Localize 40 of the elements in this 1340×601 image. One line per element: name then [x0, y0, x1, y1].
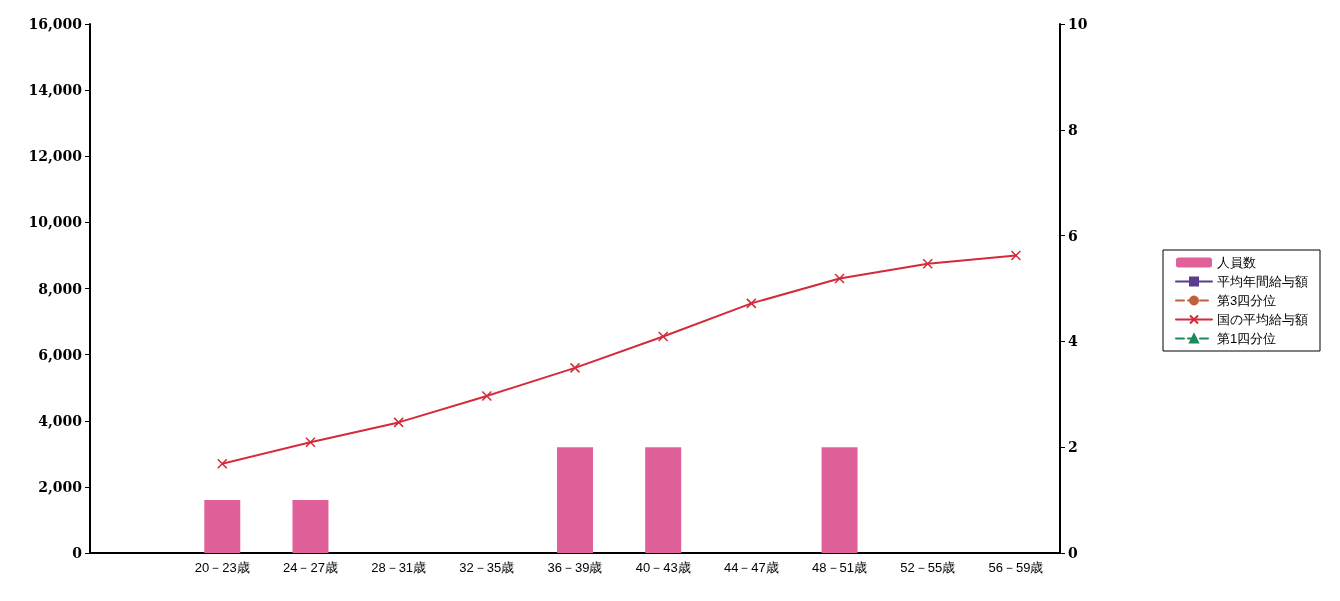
legend-label: 第1四分位	[1217, 331, 1277, 346]
y2-tick-label: 6	[1068, 227, 1078, 244]
x-tick-label: 40－43歳	[635, 560, 691, 575]
point	[569, 362, 581, 374]
x-tick-label: 28－31歳	[371, 560, 427, 575]
point	[922, 258, 933, 269]
legend-label: 平均年間給与額	[1217, 274, 1308, 289]
y-tick-label: 12,000	[28, 148, 83, 165]
y-tick-label: 14,000	[28, 82, 83, 99]
legend-label: 国の平均給与額	[1217, 312, 1308, 327]
x-tick-label: 24－27歳	[282, 560, 338, 575]
y2-tick-label: 10	[1068, 16, 1088, 32]
x-tick-label: 20－23歳	[194, 560, 250, 575]
point	[834, 273, 845, 284]
point	[393, 417, 404, 428]
legend-label: 人員数	[1217, 255, 1256, 270]
legend-label: 第3四分位	[1217, 293, 1277, 308]
y2-tick-label: 8	[1068, 121, 1078, 138]
x-tick-label: 44－47歳	[723, 560, 779, 575]
point	[746, 298, 757, 309]
y-tick-label: 0	[72, 545, 83, 561]
y-tick-label: 8,000	[38, 280, 83, 297]
x-tick-label: 48－51歳	[812, 560, 868, 575]
point	[305, 436, 316, 448]
y-tick-label: 6,000	[38, 346, 83, 363]
y2-tick-label: 2	[1068, 439, 1078, 456]
x-tick-label: 52－55歳	[900, 560, 956, 575]
y-tick-label: 16,000	[28, 16, 83, 32]
x-tick-label: 36－39歳	[547, 560, 603, 575]
x-tick-label: 32－35歳	[459, 560, 515, 575]
y-tick-label: 4,000	[38, 412, 83, 429]
point	[217, 458, 228, 469]
x-tick-label: 56－59歳	[988, 560, 1044, 575]
y-tick-label: 2,000	[38, 478, 83, 495]
y-tick-label: 10,000	[28, 214, 83, 231]
point	[657, 331, 669, 342]
point	[1010, 250, 1022, 261]
y2-tick-label: 4	[1068, 333, 1078, 350]
y2-tick-label: 0	[1068, 545, 1078, 561]
point	[481, 390, 493, 402]
